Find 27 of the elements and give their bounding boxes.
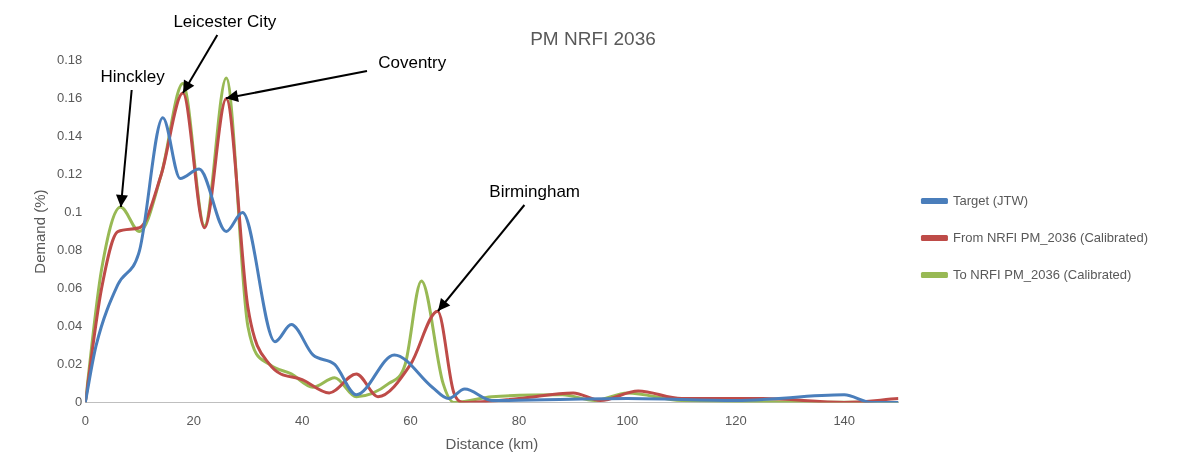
chart-title: PM NRFI 2036 xyxy=(530,27,656,49)
y-tick-label: 0 xyxy=(75,393,83,409)
y-tick-label: 0.06 xyxy=(56,280,83,296)
x-tick-label: 40 xyxy=(294,412,310,428)
x-tick-label: 60 xyxy=(403,412,418,428)
annotation: Leicester City xyxy=(173,12,277,33)
x-tick-label: 120 xyxy=(724,412,747,428)
x-tick-label: 80 xyxy=(511,412,527,428)
y-tick-label: 0.1 xyxy=(64,204,83,220)
y-tick-label: 0.16 xyxy=(56,90,83,106)
y-tick-label: 0.04 xyxy=(56,318,83,334)
legend-label: To NRFI PM_2036 (Calibrated) xyxy=(952,266,1132,282)
annotation: Coventry xyxy=(378,52,447,73)
y-tick-label: 0.02 xyxy=(56,356,83,372)
legend-label: From NRFI PM_2036 (Calibrated) xyxy=(952,229,1149,245)
annotation: Hinckley xyxy=(100,66,165,87)
y-tick-label: 0.18 xyxy=(56,52,83,68)
x-tick-label: 20 xyxy=(186,412,201,428)
x-axis-title: Distance (km) xyxy=(445,435,539,453)
x-tick-label: 140 xyxy=(833,412,856,428)
y-tick-label: 0.08 xyxy=(56,242,83,258)
y-tick-label: 0.12 xyxy=(56,166,83,182)
y-tick-label: 0.14 xyxy=(56,128,83,144)
legend-label: Target (JTW) xyxy=(952,192,1029,208)
y-axis-title: Demand (%) xyxy=(31,189,49,274)
x-tick-label: 100 xyxy=(616,412,639,428)
annotation: Birmingham xyxy=(489,182,581,203)
